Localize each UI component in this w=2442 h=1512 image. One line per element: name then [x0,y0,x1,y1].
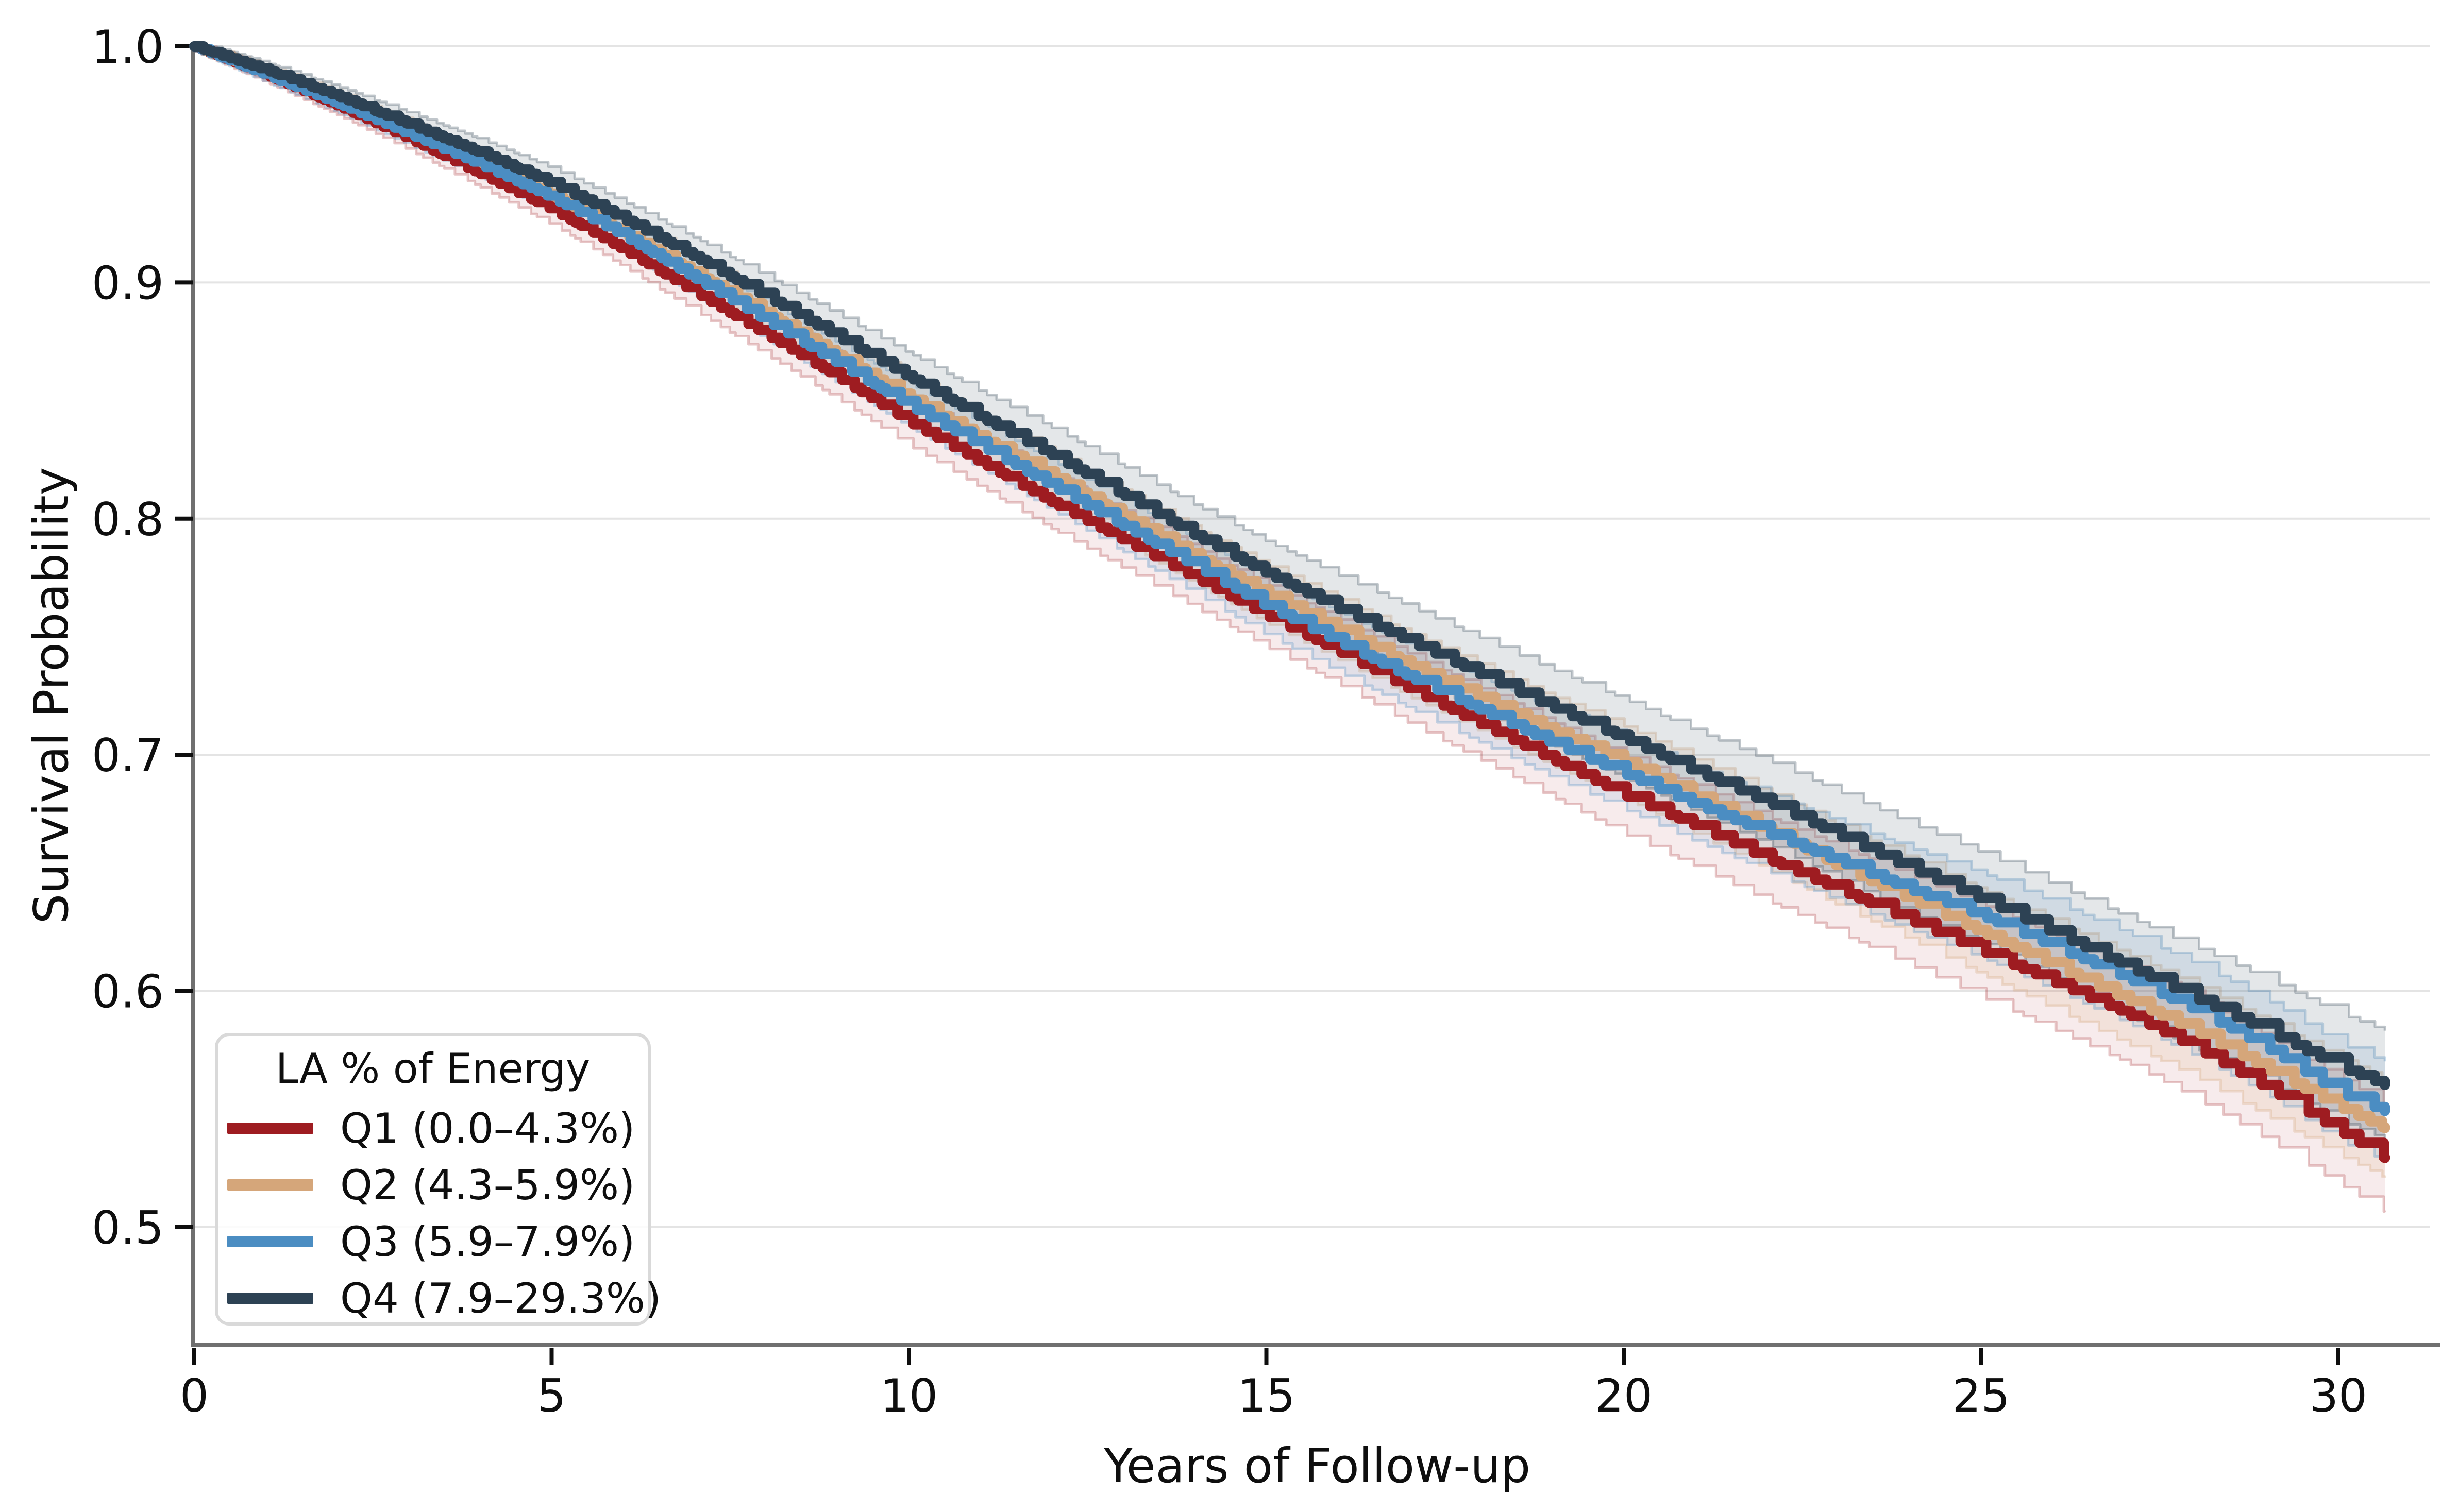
x-tick-label: 20 [1595,1369,1653,1422]
x-tick-label: 30 [2310,1369,2367,1422]
legend-swatch-q2 [227,1179,313,1191]
legend-rows: Q1 (0.0–4.3%) Q2 (4.3–5.9%) Q3 (5.9–7.9%) Q… [218,1100,661,1327]
x-tick-label: 0 [180,1369,209,1422]
legend-label-q2: Q2 (4.3–5.9%) [340,1161,635,1209]
y-tick-label: 0.6 [92,965,164,1018]
y-tick-label: 1.0 [92,21,164,74]
ci-lower-edge-1 [194,49,2386,1213]
legend-item-q4: Q4 (7.9–29.3%) [218,1270,661,1327]
legend-box: LA % of Energy Q1 (0.0–4.3%) Q2 (4.3–5.9%… [215,1033,661,1327]
legend-swatch-q1 [227,1123,313,1134]
legend-swatch-q4 [227,1293,313,1304]
ci-upper-edge-4 [194,45,2386,1031]
legend-item-q3: Q3 (5.9–7.9%) [218,1213,648,1270]
survival-curve-4 [189,41,2390,1090]
x-tick-label: 10 [880,1369,938,1422]
y-tick-label: 0.5 [92,1201,164,1254]
legend-swatch-q3 [227,1236,313,1247]
legend-item-q1: Q1 (0.0–4.3%) [218,1100,648,1157]
survival-curve-3 [189,41,2390,1116]
survival-curve-1 [189,41,2390,1163]
x-tick-label: 25 [1952,1369,2010,1422]
y-tick-label: 0.8 [92,493,164,546]
x-tick-label: 5 [537,1369,566,1422]
x-axis-title: Years of Follow-up [1103,1438,1531,1493]
y-tick-label: 0.9 [92,257,164,310]
y-axis-title: Survival Probability [24,467,79,924]
legend-title: LA % of Energy [275,1045,591,1093]
y-tick-label: 0.7 [92,729,164,782]
legend-label-q4: Q4 (7.9–29.3%) [340,1274,662,1322]
x-tick-label: 15 [1238,1369,1295,1422]
legend-item-q2: Q2 (4.3–5.9%) [218,1157,648,1213]
legend-label-q3: Q3 (5.9–7.9%) [340,1217,635,1266]
legend-label-q1: Q1 (0.0–4.3%) [340,1104,635,1152]
